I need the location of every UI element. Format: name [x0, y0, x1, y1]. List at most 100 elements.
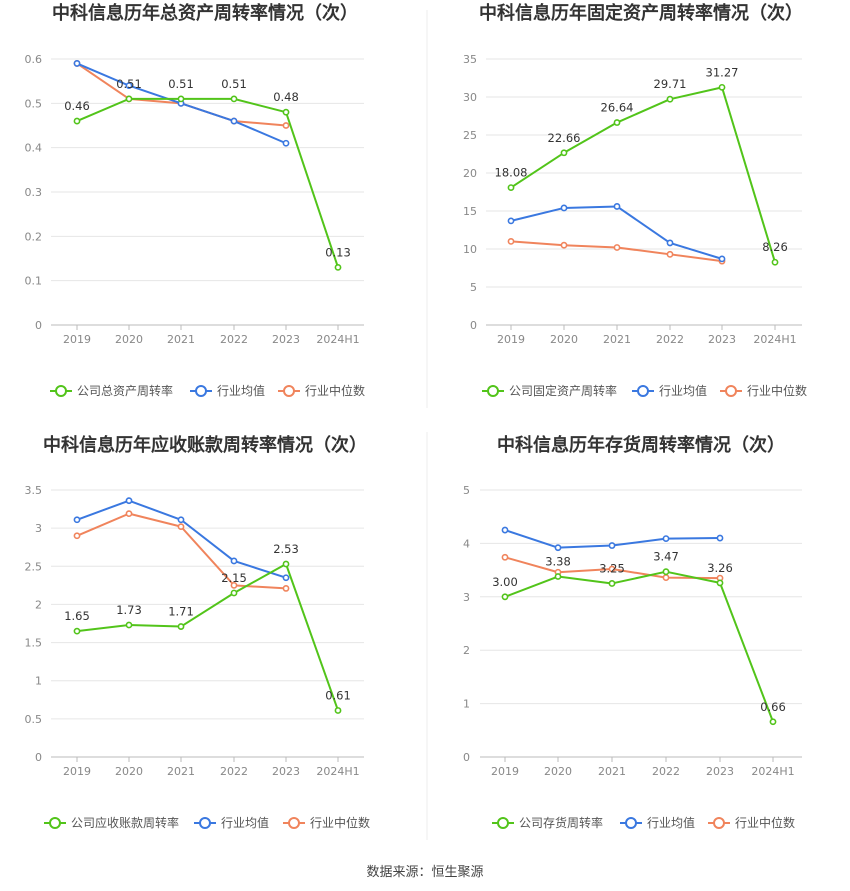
data-point-avg: [554, 544, 562, 552]
data-point-company: [771, 258, 779, 266]
x-tick-label: 2024H1: [751, 765, 794, 778]
legend-item-median[interactable]: 行业中位数: [283, 815, 370, 830]
legend-label: 公司固定资产周转率: [509, 383, 617, 398]
data-label: 3.47: [653, 550, 679, 564]
x-tick-label: 2022: [220, 765, 248, 778]
legend-item-avg[interactable]: 行业均值: [190, 383, 265, 398]
legend-item-company[interactable]: 公司存货周转率: [492, 815, 603, 830]
legend-swatch-marker: [497, 817, 509, 829]
x-tick-label: 2021: [167, 765, 195, 778]
legend-item-company[interactable]: 公司总资产周转率: [50, 383, 173, 398]
series-line-company: [76, 562, 339, 711]
legend-item-avg[interactable]: 行业均值: [194, 815, 269, 830]
data-label: 0.61: [325, 688, 351, 702]
series-line-avg: [510, 205, 723, 260]
y-tick-label: 3.5: [25, 484, 43, 497]
data-point-avg: [608, 542, 616, 549]
legend-label: 公司总资产周转率: [77, 383, 173, 398]
x-tick-label: 2020: [115, 333, 143, 346]
y-tick-label: 1: [463, 698, 470, 711]
data-point-avg: [662, 535, 670, 542]
y-tick-label: 0.6: [25, 53, 43, 66]
data-label: 0.51: [168, 77, 194, 91]
legend-item-avg[interactable]: 行业均值: [632, 383, 707, 398]
y-tick-label: 2.5: [25, 560, 43, 573]
data-point-median: [608, 565, 616, 573]
y-tick-label: 0: [463, 751, 470, 764]
x-tick-label: 2022: [220, 333, 248, 346]
x-tick-label: 2024H1: [753, 333, 796, 346]
y-tick-label: 0: [35, 751, 42, 764]
data-point-median: [507, 237, 515, 245]
x-tick-label: 2023: [708, 333, 736, 346]
data-point-avg: [282, 574, 290, 582]
data-point-company: [177, 623, 185, 630]
legend-item-company[interactable]: 公司应收账款周转率: [44, 815, 179, 830]
y-tick-label: 0.3: [25, 186, 43, 199]
legend-label: 行业中位数: [747, 383, 807, 398]
data-label: 0.51: [116, 77, 142, 91]
y-tick-label: 35: [463, 53, 477, 66]
data-point-median: [73, 532, 81, 540]
y-tick-label: 15: [463, 205, 477, 218]
x-tick-label: 2019: [497, 333, 525, 346]
legend-swatch-marker: [283, 385, 295, 397]
data-point-company: [177, 95, 185, 103]
x-tick-label: 2020: [115, 765, 143, 778]
x-tick-label: 2019: [63, 333, 91, 346]
x-tick-label: 2024H1: [316, 765, 359, 778]
data-point-avg: [718, 255, 726, 263]
data-point-company: [282, 560, 290, 568]
legend-swatch-marker: [195, 385, 207, 397]
data-point-company: [613, 119, 621, 126]
legend-label: 公司应收账款周转率: [71, 815, 179, 830]
data-point-company: [73, 627, 81, 635]
legend-swatch-marker: [49, 817, 61, 829]
legend-swatch-marker: [55, 385, 67, 397]
chart-panel-1: 中科信息历年总资产周转率情况（次） 0 0.1 0.2 0.3 0.4 0.5 0.6 2019…: [25, 2, 366, 398]
data-point-avg: [507, 217, 515, 225]
data-point-median: [282, 122, 290, 129]
y-tick-label: 0.1: [25, 275, 43, 288]
legend-item-company[interactable]: 公司固定资产周转率: [482, 383, 617, 398]
data-point-company: [125, 621, 133, 629]
legend-item-median[interactable]: 行业中位数: [720, 383, 807, 398]
data-point-company: [125, 95, 133, 103]
data-point-median: [282, 585, 290, 592]
data-source-note: 数据来源：恒生聚源: [366, 865, 483, 880]
y-tick-label: 2: [463, 644, 470, 657]
data-point-avg: [501, 526, 509, 534]
legend-label: 行业均值: [647, 815, 695, 830]
x-tick-label: 2023: [272, 765, 300, 778]
data-point-company: [230, 589, 238, 597]
data-point-avg: [560, 204, 568, 212]
data-label: 3.38: [545, 555, 571, 569]
legend-item-avg[interactable]: 行业均值: [620, 815, 695, 830]
data-point-avg: [230, 557, 238, 565]
data-point-company: [73, 117, 81, 125]
data-label: 1.73: [116, 603, 142, 617]
y-tick-label: 25: [463, 129, 477, 142]
data-point-company: [334, 263, 342, 271]
data-point-median: [177, 523, 185, 531]
y-tick-label: 20: [463, 167, 477, 180]
legend-swatch-marker: [713, 817, 725, 829]
data-point-company: [666, 95, 674, 103]
data-label: 3.00: [492, 575, 518, 589]
legend-item-median[interactable]: 行业中位数: [708, 815, 795, 830]
x-tick-label: 2021: [167, 333, 195, 346]
legend-item-median[interactable]: 行业中位数: [278, 383, 365, 398]
x-tick-label: 2022: [656, 333, 684, 346]
data-label: 29.71: [654, 77, 687, 91]
y-tick-label: 0: [35, 319, 42, 332]
x-tick-label: 2024H1: [316, 333, 359, 346]
data-point-median: [662, 574, 670, 581]
x-tick-label: 2021: [598, 765, 626, 778]
data-point-company: [560, 149, 568, 157]
data-label: 0.13: [325, 245, 351, 259]
data-label: 3.26: [707, 561, 733, 575]
data-point-median: [613, 244, 621, 251]
data-label: 3.25: [599, 561, 625, 575]
data-point-avg: [73, 60, 81, 67]
